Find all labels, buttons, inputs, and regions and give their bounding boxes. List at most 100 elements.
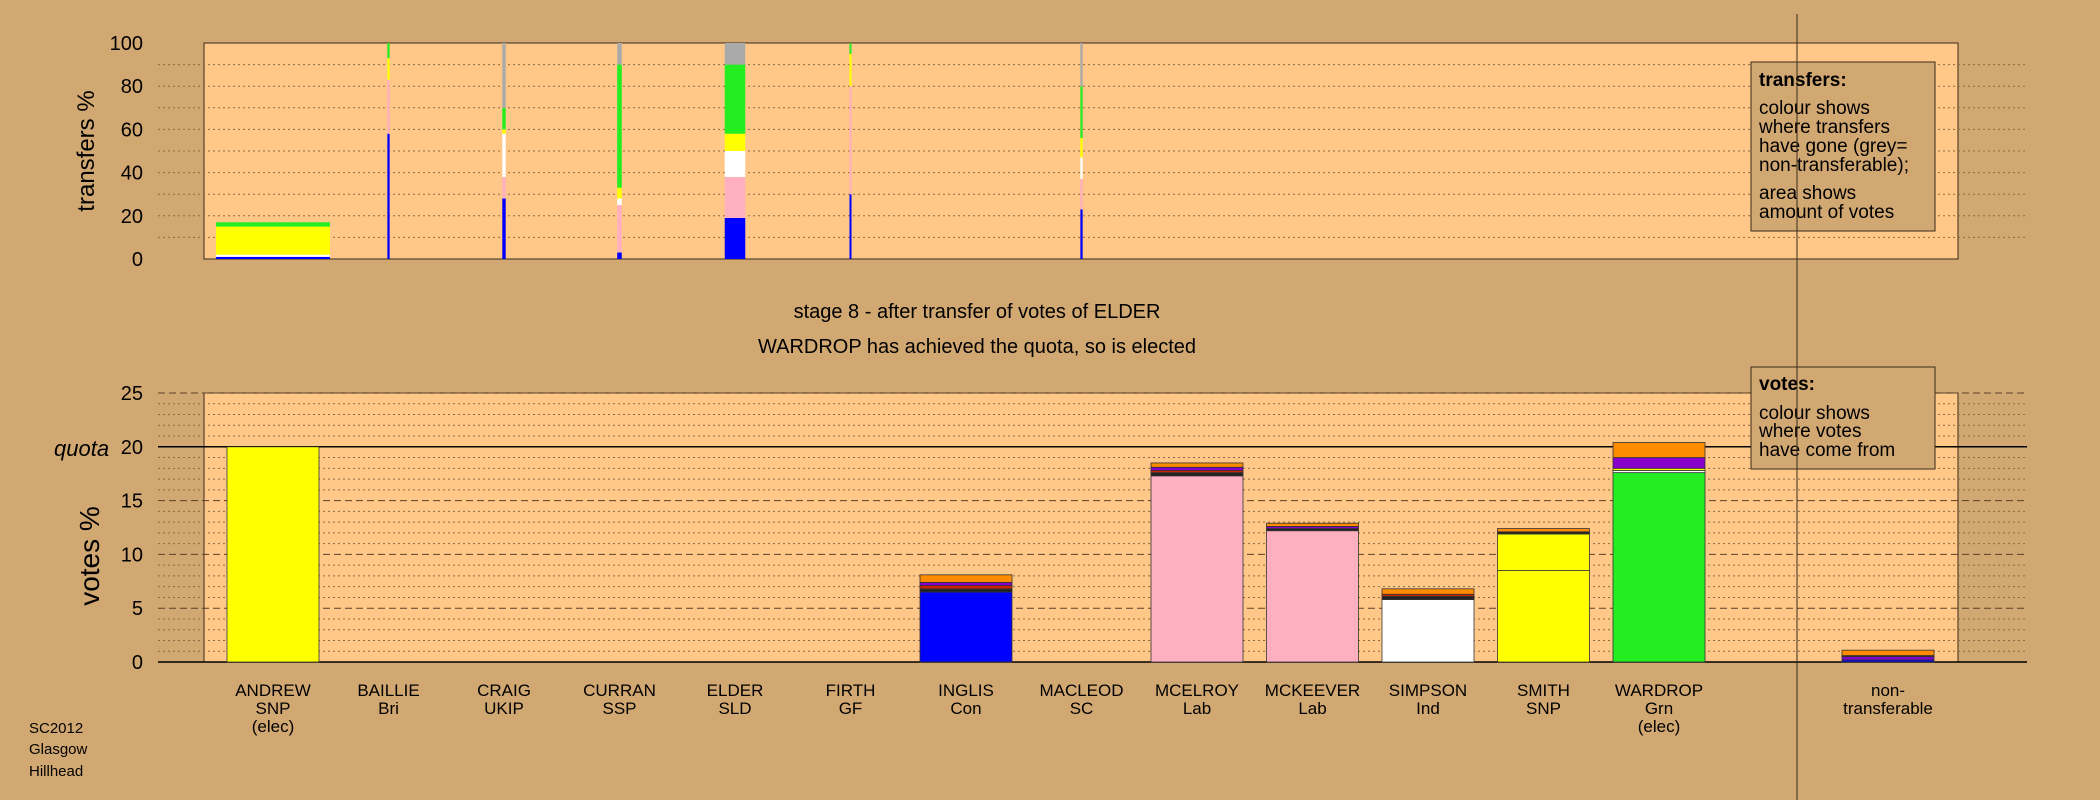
candidate-label: INGLIS — [938, 681, 994, 700]
candidate-label: GF — [839, 699, 863, 718]
footer-line: SC2012 — [29, 720, 83, 737]
candidate-label: (elec) — [252, 717, 295, 736]
transfers-bars — [216, 43, 1083, 259]
transfer-bar-segment — [1080, 43, 1083, 87]
transfers-legend-line: area shows — [1759, 183, 1856, 204]
transfers-y-tick-label: 0 — [132, 249, 143, 271]
transfer-bar-segment — [216, 256, 330, 259]
transfers-y-tick-label: 60 — [121, 119, 143, 141]
transfer-bar-segment — [1080, 86, 1083, 139]
candidate-label: SIMPSON — [1389, 681, 1467, 700]
vote-bar-segment — [1612, 472, 1706, 663]
footer-line: Glasgow — [29, 741, 88, 758]
transfer-bar-segment — [617, 64, 622, 188]
vote-bar-segment — [1612, 442, 1706, 458]
transfer-bar-segment — [617, 198, 622, 205]
transfer-bar-segment — [724, 151, 746, 177]
candidate-label: CURRAN — [583, 681, 656, 700]
transfer-bar-segment — [849, 194, 852, 259]
transfers-y-tick-label: 80 — [121, 76, 143, 98]
vote-bar-segment — [1841, 649, 1935, 656]
candidate-label: SSP — [602, 699, 636, 718]
votes-y-tick-label: 5 — [132, 598, 143, 620]
transfer-bar-segment — [502, 133, 506, 177]
transfers-y-tick-label: 100 — [110, 33, 143, 55]
transfer-bar-segment — [1080, 157, 1083, 180]
votes-legend-box — [1750, 366, 1936, 470]
transfers-y-ticks: 0 20 40 60 80 100 — [110, 33, 143, 271]
transfer-bar-segment — [216, 226, 330, 255]
vote-bar-segment — [1150, 466, 1244, 471]
transfer-bar-segment — [617, 252, 622, 259]
transfer-bar-segment — [216, 254, 330, 257]
candidate-label: ELDER — [707, 681, 764, 700]
candidate-label: CRAIG — [477, 681, 531, 700]
transfers-legend-line: non-transferable); — [1759, 155, 1909, 176]
votes-y-axis-label: votes % — [74, 506, 105, 606]
transfer-bar-segment — [617, 205, 622, 253]
candidate-label: SNP — [256, 699, 291, 718]
vote-bar-segment — [1266, 522, 1359, 527]
vote-bar-segment — [919, 591, 1013, 663]
candidate-label: SC — [1070, 699, 1094, 718]
transfer-bar-segment — [849, 53, 852, 87]
transfer-bar-segment — [849, 86, 852, 195]
candidate-label: UKIP — [484, 699, 524, 718]
vote-bar-segment — [1150, 472, 1244, 477]
transfer-bar-segment — [724, 217, 746, 259]
transfers-legend-line: colour shows — [1759, 98, 1870, 119]
votes-bars — [226, 442, 1935, 663]
headline: stage 8 - after transfer of votes of ELD… — [758, 301, 1196, 358]
transfer-bar-segment — [502, 198, 506, 259]
vote-bar-segment — [919, 574, 1013, 583]
transfers-legend-box — [1750, 61, 1936, 232]
transfer-bar-segment — [387, 58, 390, 80]
transfer-bar-segment — [387, 133, 390, 259]
quota-label: quota — [54, 436, 109, 461]
votes-legend-line: colour shows — [1759, 403, 1870, 424]
candidate-label: transferable — [1843, 699, 1933, 718]
transfer-bar-segment — [617, 43, 622, 65]
vote-bar-segment — [1612, 457, 1706, 469]
candidate-label: WARDROP — [1615, 681, 1703, 700]
candidate-label: Ind — [1416, 699, 1440, 718]
votes-y-tick-label: 25 — [121, 383, 143, 405]
vote-bar-segment — [1150, 462, 1244, 468]
elected-announcement: WARDROP has achieved the quota, so is el… — [758, 336, 1196, 358]
candidate-label: Grn — [1645, 699, 1673, 718]
votes-y-tick-label: 15 — [121, 491, 143, 513]
candidate-label: ANDREW — [235, 681, 311, 700]
vote-bar-segment — [1497, 570, 1590, 663]
candidate-label: SNP — [1526, 699, 1561, 718]
stage-title: stage 8 - after transfer of votes of ELD… — [794, 301, 1161, 323]
transfer-bar-segment — [849, 43, 852, 54]
transfer-bar-segment — [502, 176, 506, 199]
candidate-label: Lab — [1183, 699, 1211, 718]
votes-legend-title: votes: — [1759, 374, 1815, 395]
transfers-y-axis-label: transfers % — [73, 90, 100, 211]
transfers-panel: 0 20 40 60 80 100 transfers % transfers: colo… — [73, 33, 2027, 271]
vote-bar-segment — [919, 588, 1013, 593]
transfer-bar-segment — [724, 133, 746, 151]
vote-bar-segment — [1266, 530, 1359, 663]
candidate-label: FIRTH — [826, 681, 876, 700]
votes-gridlines — [158, 392, 2027, 663]
transfer-bar-segment — [617, 187, 622, 199]
candidate-label: MACLEOD — [1039, 681, 1123, 700]
candidate-label: SLD — [718, 699, 751, 718]
footer: SC2012 Glasgow Hillhead — [29, 720, 88, 780]
vote-bar-segment — [1841, 656, 1935, 661]
transfers-gridlines — [158, 64, 2027, 238]
vote-bar-segment — [1381, 599, 1475, 663]
candidate-label: SMITH — [1517, 681, 1570, 700]
transfer-bar-segment — [387, 43, 390, 59]
transfer-bar-segment — [1080, 179, 1083, 210]
votes-y-tick-label: 20 — [121, 437, 143, 459]
vote-bar-segment — [1381, 588, 1475, 595]
transfer-bar-segment — [724, 43, 746, 65]
vote-bar-segment — [226, 446, 320, 663]
votes-legend-line: have come from — [1759, 440, 1895, 461]
transfers-legend-line: have gone (grey= — [1759, 136, 1907, 157]
